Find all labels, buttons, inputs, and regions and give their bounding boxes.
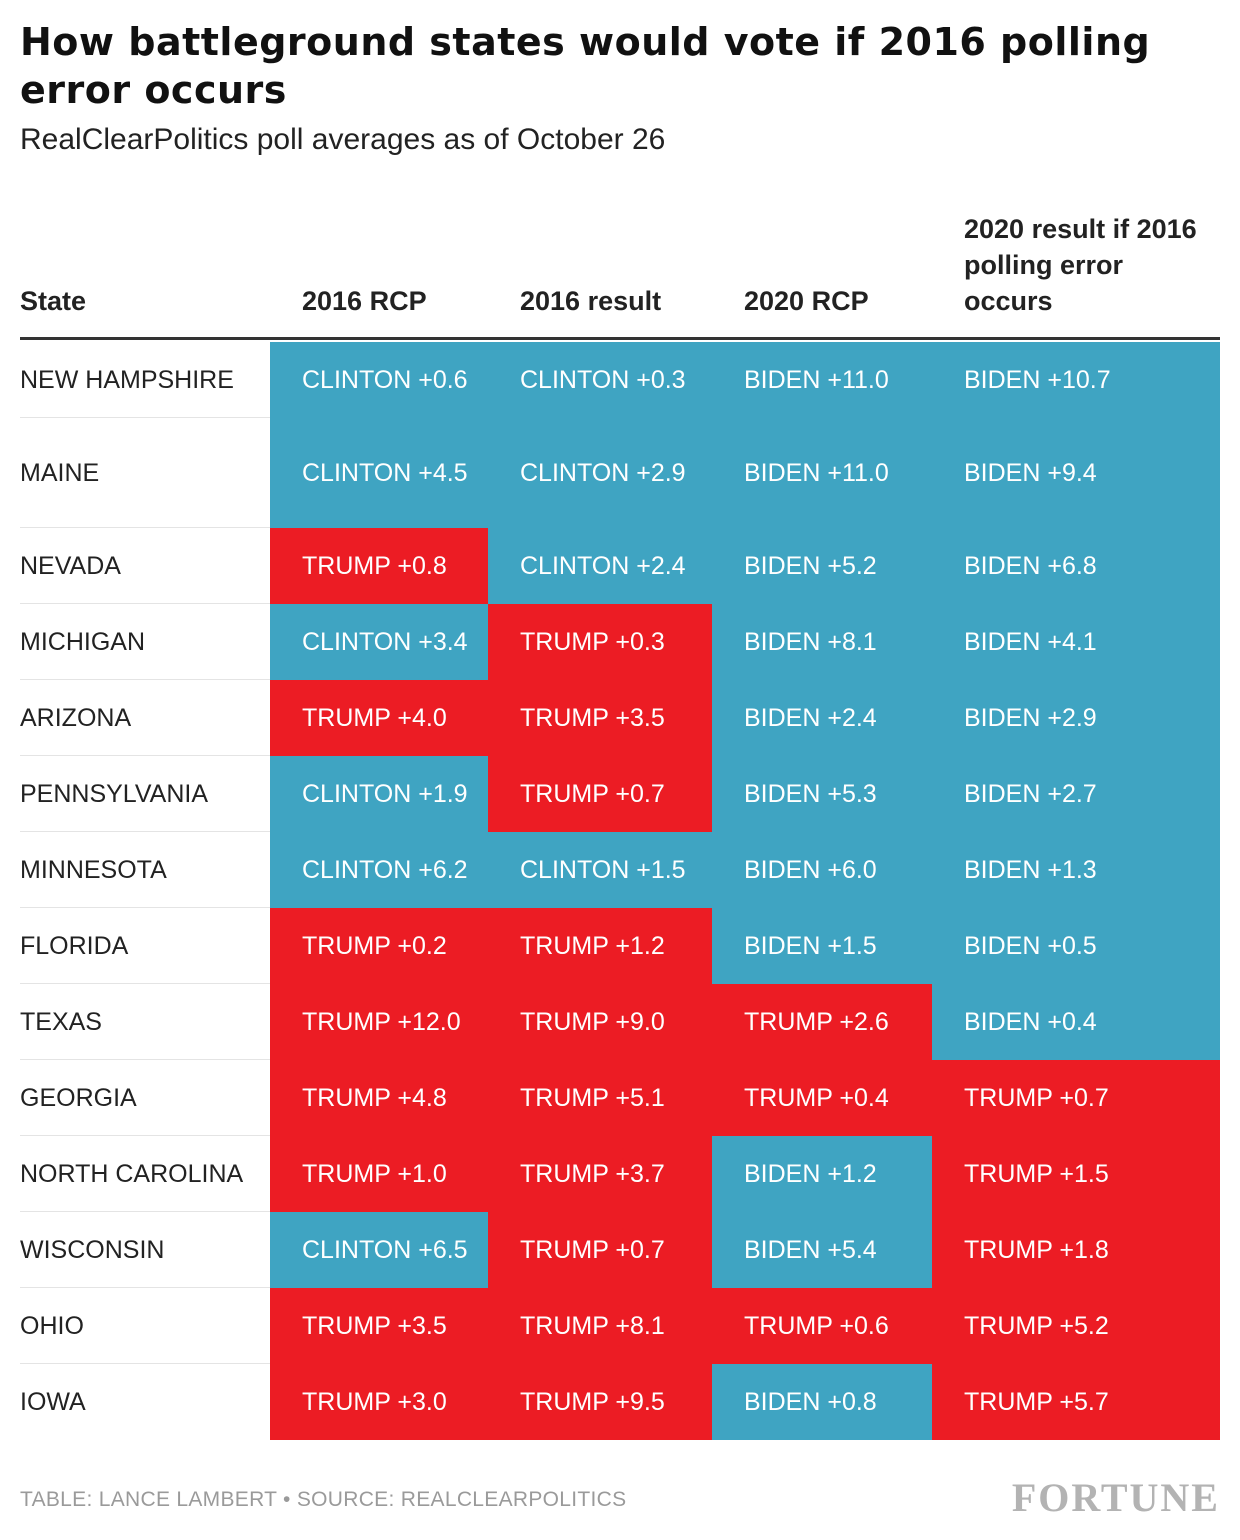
source-credit: TABLE: LANCE LAMBERT • SOURCE: REALCLEAR… [20,1488,627,1511]
cell-2020-if-error: BIDEN +4.1 [932,604,1220,680]
cell-2016-result: TRUMP +9.0 [488,984,712,1060]
cell-2016-rcp: CLINTON +6.2 [270,832,488,908]
chart-subtitle: RealClearPolitics poll averages as of Oc… [20,123,666,156]
state-name: NEW HAMPSHIRE [20,365,234,394]
table-row: NEVADA TRUMP +0.8 CLINTON +2.4 BIDEN +5.2 BI… [20,528,1220,604]
cell-2016-rcp: TRUMP +3.0 [270,1364,488,1440]
cell-2016-result: TRUMP +3.5 [488,680,712,756]
table-row: GEORGIA TRUMP +4.8 TRUMP +5.1 TRUMP +0.4 TRU… [20,1060,1220,1136]
cell-2016-rcp: CLINTON +0.6 [270,342,488,418]
cell-2020-rcp: TRUMP +0.6 [712,1288,932,1364]
cell-2016-result: TRUMP +1.2 [488,908,712,984]
cell-2020-rcp: BIDEN +5.3 [712,756,932,832]
column-header-state: State [20,286,87,316]
table-row: MAINE CLINTON +4.5 CLINTON +2.9 BIDEN +11.0… [20,418,1220,528]
state-name: MAINE [20,458,100,487]
state-name: NORTH CAROLINA [20,1159,244,1188]
table-row: PENNSYLVANIA CLINTON +1.9 TRUMP +0.7 BIDEN … [20,756,1220,832]
cell-2016-rcp: TRUMP +4.8 [270,1060,488,1136]
table-row: FLORIDA TRUMP +0.2 TRUMP +1.2 BIDEN +1.5 BID… [20,908,1220,984]
cell-2020-rcp: BIDEN +0.8 [712,1364,932,1440]
state-name: ARIZONA [20,703,132,732]
cell-2020-if-error: BIDEN +0.4 [932,984,1220,1060]
state-name: NEVADA [20,551,121,580]
cell-2020-rcp: BIDEN +5.4 [712,1212,932,1288]
cell-2016-rcp: TRUMP +4.0 [270,680,488,756]
cell-2020-if-error: TRUMP +5.7 [932,1364,1220,1440]
table-row: MINNESOTA CLINTON +6.2 CLINTON +1.5 BIDEN +… [20,832,1220,908]
column-header-2016-result: 2016 result [520,286,662,316]
table-row: ARIZONA TRUMP +4.0 TRUMP +3.5 BIDEN +2.4 BID… [20,680,1220,756]
table-row: NEW HAMPSHIRE CLINTON +0.6 CLINTON +0.3 BID… [20,342,1220,418]
results-table: NEW HAMPSHIRE CLINTON +0.6 CLINTON +0.3 BID… [20,342,1220,1440]
cell-2016-result: TRUMP +5.1 [488,1060,712,1136]
cell-2020-rcp: BIDEN +1.2 [712,1136,932,1212]
cell-2020-if-error: BIDEN +0.5 [932,908,1220,984]
cell-2016-rcp: CLINTON +4.5 [270,418,488,528]
cell-2020-if-error: TRUMP +0.7 [932,1060,1220,1136]
cell-2016-rcp: TRUMP +1.0 [270,1136,488,1212]
table-row: OHIO TRUMP +3.5 TRUMP +8.1 TRUMP +0.6 TRUMP … [20,1288,1220,1364]
cell-2016-result: TRUMP +0.7 [488,756,712,832]
cell-2016-result: CLINTON +0.3 [488,342,712,418]
cell-2016-result: CLINTON +1.5 [488,832,712,908]
cell-2016-rcp: CLINTON +6.5 [270,1212,488,1288]
cell-2016-result: TRUMP +0.3 [488,604,712,680]
cell-2016-result: TRUMP +8.1 [488,1288,712,1364]
cell-2020-rcp: BIDEN +11.0 [712,342,932,418]
cell-2020-if-error: TRUMP +1.8 [932,1212,1220,1288]
cell-2016-rcp: TRUMP +0.2 [270,908,488,984]
fortune-logo: FORTUNE [1011,1475,1220,1520]
column-header-2020-if-error: 2020 result if 2016 polling error occurs [964,214,1197,316]
cell-2020-if-error: BIDEN +2.7 [932,756,1220,832]
state-name: MICHIGAN [20,627,145,656]
cell-2020-rcp: BIDEN +8.1 [712,604,932,680]
cell-2016-rcp: TRUMP +3.5 [270,1288,488,1364]
state-name: PENNSYLVANIA [20,779,209,808]
cell-2016-result: TRUMP +0.7 [488,1212,712,1288]
cell-2016-result: TRUMP +9.5 [488,1364,712,1440]
state-name: MINNESOTA [20,855,167,884]
cell-2020-rcp: BIDEN +6.0 [712,832,932,908]
state-name: GEORGIA [20,1083,137,1112]
table-row: MICHIGAN CLINTON +3.4 TRUMP +0.3 BIDEN +8.1… [20,604,1220,680]
table-row: TEXAS TRUMP +12.0 TRUMP +9.0 TRUMP +2.6 BIDE… [20,984,1220,1060]
table-row: NORTH CAROLINA TRUMP +1.0 TRUMP +3.7 BIDEN … [20,1136,1220,1212]
column-header-2016-rcp: 2016 RCP [302,286,427,316]
cell-2020-rcp: BIDEN +2.4 [712,680,932,756]
table-row: IOWA TRUMP +3.0 TRUMP +9.5 BIDEN +0.8 TRUMP … [20,1364,1220,1440]
cell-2020-if-error: BIDEN +9.4 [932,418,1220,528]
state-name: TEXAS [20,1007,102,1036]
cell-2020-rcp: BIDEN +11.0 [712,418,932,528]
column-header-2020-rcp: 2020 RCP [744,286,869,316]
cell-2016-result: CLINTON +2.9 [488,418,712,528]
cell-2020-rcp: BIDEN +5.2 [712,528,932,604]
cell-2020-rcp: TRUMP +0.4 [712,1060,932,1136]
table-row: WISCONSIN CLINTON +6.5 TRUMP +0.7 BIDEN +5.… [20,1212,1220,1288]
cell-2020-if-error: BIDEN +1.3 [932,832,1220,908]
cell-2016-rcp: CLINTON +1.9 [270,756,488,832]
table-header: State 2016 RCP 2016 result 2020 RCP 2020… [20,200,1220,340]
state-name: FLORIDA [20,931,129,960]
cell-2020-rcp: BIDEN +1.5 [712,908,932,984]
state-name: WISCONSIN [20,1235,165,1264]
cell-2016-result: TRUMP +3.7 [488,1136,712,1212]
cell-2020-rcp: TRUMP +2.6 [712,984,932,1060]
cell-2016-rcp: TRUMP +12.0 [270,984,488,1060]
state-name: IOWA [20,1387,86,1416]
cell-2020-if-error: TRUMP +5.2 [932,1288,1220,1364]
cell-2016-rcp: TRUMP +0.8 [270,528,488,604]
state-name: OHIO [20,1311,84,1340]
cell-2016-result: CLINTON +2.4 [488,528,712,604]
cell-2016-rcp: CLINTON +3.4 [270,604,488,680]
cell-2020-if-error: BIDEN +2.9 [932,680,1220,756]
chart-title: How battleground states would vote if 20… [20,20,1151,112]
cell-2020-if-error: BIDEN +6.8 [932,528,1220,604]
cell-2020-if-error: BIDEN +10.7 [932,342,1220,418]
cell-2020-if-error: TRUMP +1.5 [932,1136,1220,1212]
